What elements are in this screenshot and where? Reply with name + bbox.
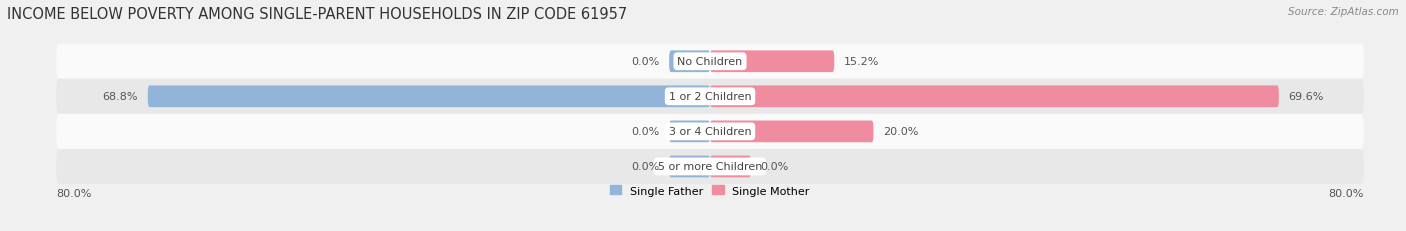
FancyBboxPatch shape [56, 45, 1364, 79]
Text: 3 or 4 Children: 3 or 4 Children [669, 127, 751, 137]
Legend: Single Father, Single Mother: Single Father, Single Mother [610, 186, 810, 196]
FancyBboxPatch shape [669, 156, 710, 178]
Text: 15.2%: 15.2% [844, 57, 879, 67]
FancyBboxPatch shape [56, 114, 1364, 149]
Text: 0.0%: 0.0% [631, 162, 659, 172]
Text: 68.8%: 68.8% [103, 92, 138, 102]
Text: 0.0%: 0.0% [631, 57, 659, 67]
FancyBboxPatch shape [669, 51, 710, 73]
Text: 80.0%: 80.0% [1329, 188, 1364, 198]
FancyBboxPatch shape [56, 149, 1364, 184]
FancyBboxPatch shape [710, 51, 834, 73]
Text: 0.0%: 0.0% [631, 127, 659, 137]
FancyBboxPatch shape [710, 86, 1279, 108]
Text: No Children: No Children [678, 57, 742, 67]
FancyBboxPatch shape [710, 156, 751, 178]
FancyBboxPatch shape [148, 86, 710, 108]
Text: 0.0%: 0.0% [761, 162, 789, 172]
Text: 1 or 2 Children: 1 or 2 Children [669, 92, 751, 102]
Text: 69.6%: 69.6% [1289, 92, 1324, 102]
Text: 5 or more Children: 5 or more Children [658, 162, 762, 172]
FancyBboxPatch shape [710, 121, 873, 143]
Text: INCOME BELOW POVERTY AMONG SINGLE-PARENT HOUSEHOLDS IN ZIP CODE 61957: INCOME BELOW POVERTY AMONG SINGLE-PARENT… [7, 7, 627, 22]
Text: Source: ZipAtlas.com: Source: ZipAtlas.com [1288, 7, 1399, 17]
FancyBboxPatch shape [669, 121, 710, 143]
FancyBboxPatch shape [56, 79, 1364, 114]
Text: 20.0%: 20.0% [883, 127, 918, 137]
Text: 80.0%: 80.0% [56, 188, 91, 198]
